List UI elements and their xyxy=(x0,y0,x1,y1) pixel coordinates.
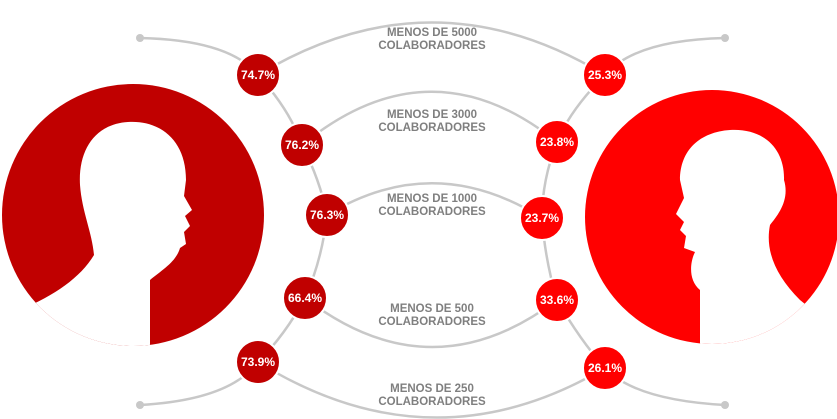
women-percent: 23.7% xyxy=(525,211,559,225)
women-percent: 33.6% xyxy=(540,293,574,307)
row-label: MENOS DE 5000 xyxy=(387,27,477,39)
male-icon xyxy=(2,84,264,346)
arc xyxy=(257,21,606,77)
row-label: MENOS DE 500 xyxy=(390,303,474,315)
female-silhouette xyxy=(676,129,837,344)
women-percent: 26.1% xyxy=(588,361,622,375)
women-bubble xyxy=(534,277,580,323)
men-bubble xyxy=(279,122,325,168)
men-percent: 76.3% xyxy=(310,208,344,222)
women-percent: 25.3% xyxy=(588,68,622,82)
men-percent: 73.9% xyxy=(241,355,275,369)
dot xyxy=(721,34,729,42)
dot xyxy=(136,34,144,42)
row-label: COLABORADORES xyxy=(378,316,486,328)
women-bubble xyxy=(519,195,565,241)
women-bubble xyxy=(582,52,628,98)
row-label: MENOS DE 1000 xyxy=(387,193,477,205)
row-label: COLABORADORES xyxy=(378,40,486,52)
row-label: MENOS DE 3000 xyxy=(387,109,477,121)
men-percent: 76.2% xyxy=(285,138,319,152)
row-label: COLABORADORES xyxy=(378,206,486,218)
arc xyxy=(326,182,543,220)
women-percent: 23.8% xyxy=(540,135,574,149)
dot xyxy=(721,401,729,409)
arc xyxy=(304,297,558,349)
men-percent: 74.7% xyxy=(241,68,275,82)
men-percent: 66.4% xyxy=(288,291,322,305)
men-bubble xyxy=(235,52,281,98)
row-label: COLABORADORES xyxy=(378,396,486,408)
row-label: MENOS DE 250 xyxy=(390,383,474,395)
arc xyxy=(301,90,558,146)
arc xyxy=(257,360,606,419)
women-bubble xyxy=(534,119,580,165)
men-bubble xyxy=(282,275,328,321)
dot xyxy=(136,401,144,409)
female-icon xyxy=(585,90,837,344)
men-bubble xyxy=(235,339,281,385)
men-bubble xyxy=(304,192,350,238)
row-label: COLABORADORES xyxy=(378,122,486,134)
male-silhouette xyxy=(2,121,192,346)
women-bubble xyxy=(582,345,628,391)
